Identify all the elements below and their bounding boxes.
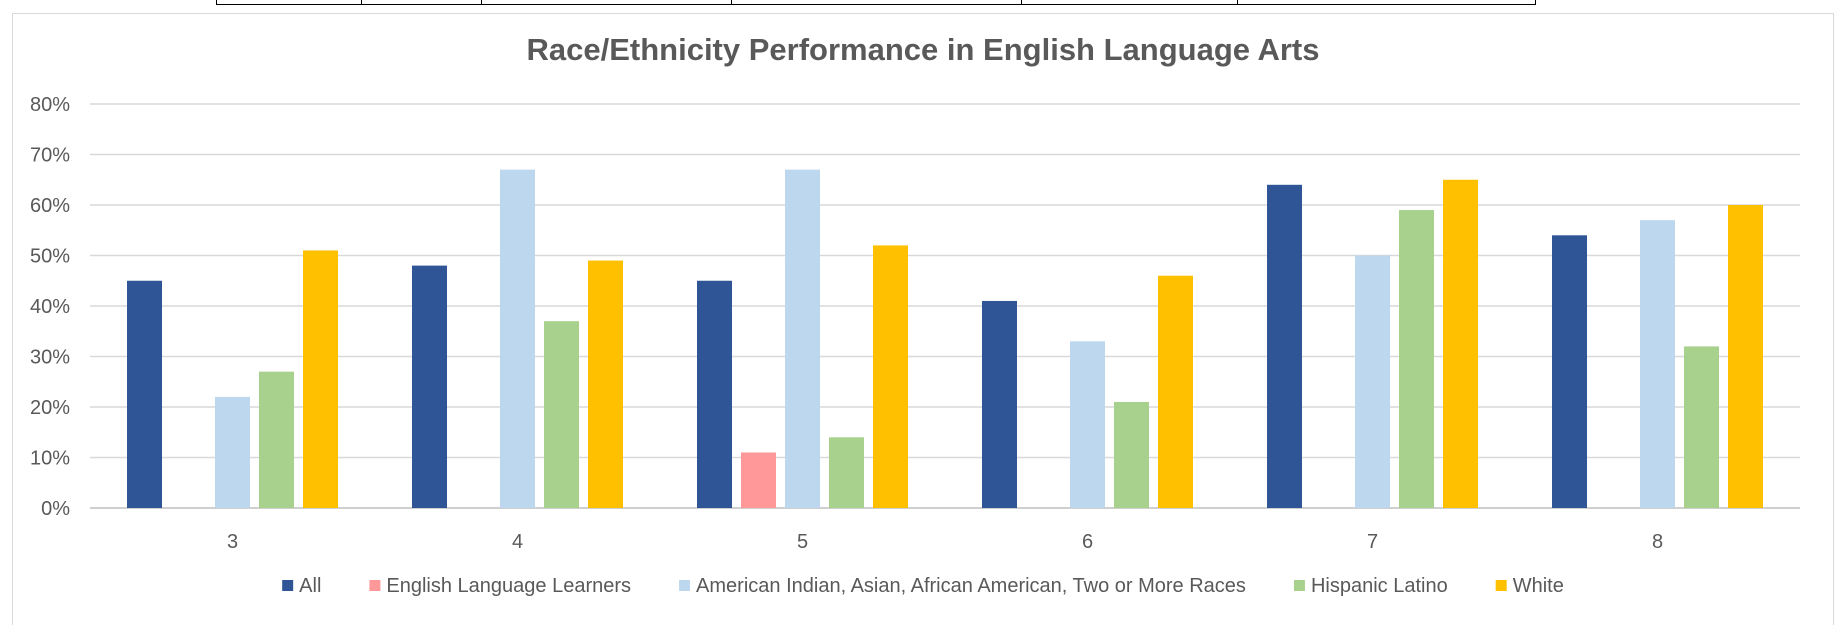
x-tick-label: 6 — [1082, 531, 1093, 553]
y-tick-label: 0% — [41, 498, 70, 520]
x-axis-tick-labels: 3 4 5 6 7 8 — [227, 531, 1663, 553]
y-tick-label: 10% — [30, 448, 70, 470]
legend-swatch — [1293, 580, 1305, 591]
legend-label: American Indian, Asian, African American… — [696, 575, 1246, 597]
table-cell-divider — [1021, 0, 1022, 4]
bar-hispanic-latino-grade-3 — [259, 371, 294, 508]
x-tick-label: 3 — [227, 531, 238, 553]
table-cell-divider — [1237, 0, 1238, 4]
legend: All English Language Learners American Ind… — [282, 575, 1564, 597]
bars — [127, 169, 1763, 509]
table-cell-divider — [731, 0, 732, 4]
bar-hispanic-latino-grade-4 — [544, 321, 579, 508]
bar-all-grade-3 — [127, 280, 162, 508]
bar-white-grade-6 — [1158, 275, 1193, 508]
legend-swatch — [282, 580, 294, 591]
legend-swatch — [1495, 580, 1507, 591]
bar-all-grade-5 — [697, 280, 732, 508]
y-axis-tick-labels: 0% 10% 20% 30% 40% 50% 60% 70% 80% — [30, 94, 70, 520]
table-bottom-border — [216, 0, 1536, 5]
legend-label: English Language Learners — [386, 575, 631, 597]
legend-swatch — [369, 580, 381, 591]
bar-american-indian-asian-african-american-two-or-more-races-grade-3 — [215, 396, 250, 508]
bar-american-indian-asian-african-american-two-or-more-races-grade-6 — [1070, 341, 1105, 508]
legend-item-american-indian-asian-african-american-two-or-more-races: American Indian, Asian, African American… — [679, 575, 1246, 597]
table-cell-divider — [481, 0, 482, 4]
y-tick-label: 50% — [30, 246, 70, 268]
y-tick-label: 70% — [30, 145, 70, 167]
y-tick-label: 80% — [30, 94, 70, 116]
chart-title: Race/Ethnicity Performance in English La… — [527, 32, 1320, 67]
bar-american-indian-asian-african-american-two-or-more-races-grade-7 — [1355, 255, 1390, 508]
bar-american-indian-asian-african-american-two-or-more-races-grade-8 — [1640, 220, 1675, 508]
x-tick-label: 5 — [797, 531, 808, 553]
bar-white-grade-3 — [303, 250, 338, 508]
y-tick-label: 60% — [30, 195, 70, 217]
bar-hispanic-latino-grade-5 — [829, 437, 864, 508]
legend-label: White — [1513, 575, 1564, 597]
bar-all-grade-8 — [1552, 235, 1587, 509]
gridlines — [90, 103, 1800, 509]
x-tick-label: 7 — [1367, 531, 1378, 553]
bar-white-grade-7 — [1443, 179, 1478, 508]
x-tick-label: 4 — [512, 531, 523, 553]
bar-hispanic-latino-grade-8 — [1684, 346, 1719, 508]
bar-all-grade-6 — [982, 300, 1017, 508]
bar-white-grade-4 — [588, 260, 623, 508]
bar-hispanic-latino-grade-6 — [1114, 401, 1149, 508]
legend-item-english-language-learners: English Language Learners — [369, 575, 631, 597]
y-tick-label: 20% — [30, 397, 70, 419]
bar-english-language-learners-grade-5 — [741, 452, 776, 508]
bar-all-grade-4 — [412, 265, 447, 508]
legend-item-hispanic-latino: Hispanic Latino — [1293, 575, 1448, 597]
bar-american-indian-asian-african-american-two-or-more-races-grade-4 — [500, 169, 535, 508]
legend-label: All — [299, 575, 321, 597]
legend-swatch — [679, 580, 691, 591]
legend-item-all: All — [282, 575, 321, 597]
bar-all-grade-7 — [1267, 184, 1302, 509]
x-tick-label: 8 — [1652, 531, 1663, 553]
bar-white-grade-5 — [873, 245, 908, 508]
y-tick-label: 40% — [30, 296, 70, 318]
legend-item-white: White — [1495, 575, 1564, 597]
table-cell-divider — [361, 0, 362, 4]
bar-white-grade-8 — [1728, 205, 1763, 508]
bar-hispanic-latino-grade-7 — [1399, 210, 1434, 509]
y-tick-label: 30% — [30, 347, 70, 369]
bar-american-indian-asian-african-american-two-or-more-races-grade-5 — [785, 169, 820, 508]
legend-label: Hispanic Latino — [1311, 575, 1448, 597]
